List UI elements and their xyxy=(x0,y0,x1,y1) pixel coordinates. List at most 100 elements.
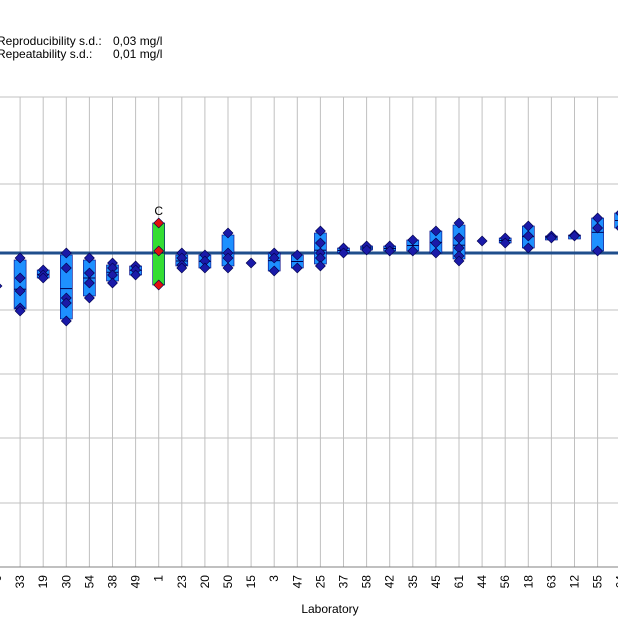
repeatability-label: Repeatability s.d.: xyxy=(0,47,93,61)
x-tick-label: 38 xyxy=(106,575,120,589)
data-point xyxy=(430,247,442,259)
grid xyxy=(0,96,618,568)
lab-group-63 xyxy=(545,230,558,244)
lab-group-3 xyxy=(267,247,281,277)
data-point xyxy=(60,262,72,274)
data-point xyxy=(153,279,165,291)
x-tick-label: 56 xyxy=(498,575,512,589)
data-point xyxy=(384,245,396,257)
lab-group-54 xyxy=(83,252,96,304)
data-point xyxy=(14,305,26,317)
x-tick-label: 1 xyxy=(152,575,166,582)
lab-group-1: C xyxy=(152,204,165,291)
x-tick-label: 54 xyxy=(82,575,96,589)
lab-group-45 xyxy=(429,225,443,259)
data-point xyxy=(222,262,234,274)
data-point xyxy=(338,247,349,259)
data-point xyxy=(407,245,419,257)
data-point xyxy=(37,272,49,284)
data-point xyxy=(361,244,373,256)
data-point xyxy=(522,230,534,242)
x-tick-label: 3 xyxy=(267,575,281,582)
data-point xyxy=(107,277,118,289)
data-point xyxy=(615,210,618,216)
lab-group-50 xyxy=(221,227,235,274)
lab-group-18 xyxy=(521,220,535,254)
data-point xyxy=(0,283,3,289)
repeatability-value: 0,01 mg/l xyxy=(113,47,163,61)
data-point xyxy=(176,262,188,274)
x-tick-label: 18 xyxy=(521,575,535,589)
x-tick-label: 61 xyxy=(452,575,466,589)
x-tick-label: 20 xyxy=(198,575,212,589)
x-tick-label: 33 xyxy=(13,575,27,589)
x-tick-label: 64 xyxy=(614,575,618,589)
lab-group-49 xyxy=(129,260,142,281)
reproducibility-label: Reproducibility s.d.: xyxy=(0,34,102,48)
data-point xyxy=(14,285,26,297)
data-point xyxy=(615,225,618,231)
data-point xyxy=(499,237,511,249)
lab-group-23 xyxy=(175,247,189,274)
reproducibility-value: 0,03 mg/l xyxy=(113,34,163,48)
x-tick-label: 45 xyxy=(429,575,443,589)
data-point xyxy=(14,272,26,284)
data-point xyxy=(569,230,580,242)
lab-group-47 xyxy=(290,249,304,274)
lab-group-37 xyxy=(337,242,350,259)
lab-group-38 xyxy=(106,257,119,289)
data-point xyxy=(268,265,280,277)
data-point xyxy=(268,252,280,264)
x-tick-label: 55 xyxy=(591,575,605,589)
data-point xyxy=(83,252,95,264)
data-point xyxy=(130,269,142,281)
lab-box xyxy=(13,259,27,310)
lab-group-44 xyxy=(476,235,488,247)
repeatability-row: Repeatability s.d.: 0,01 mg/l xyxy=(0,48,162,61)
x-tick-label: 49 xyxy=(129,575,143,589)
data-point xyxy=(291,249,303,261)
lab-group-12 xyxy=(568,229,581,242)
x-tick-label: 50 xyxy=(221,575,235,589)
lab-group-42 xyxy=(383,240,397,257)
x-tick-label: 6 xyxy=(0,575,4,582)
x-tick-label: 19 xyxy=(36,575,50,589)
data-point xyxy=(453,217,465,229)
data-point xyxy=(522,242,534,254)
data-point xyxy=(314,260,326,272)
data-point xyxy=(83,277,95,289)
lab-group-64 xyxy=(614,210,618,231)
data-point xyxy=(291,262,303,274)
data-point xyxy=(60,247,72,259)
x-tick-label: 63 xyxy=(544,575,558,589)
x-tick-label: 15 xyxy=(244,575,258,589)
x-tick-label: 42 xyxy=(383,575,397,589)
outlier-flag: C xyxy=(154,204,163,218)
reproducibility-row: Reproducibility s.d.: 0,03 mg/l xyxy=(0,35,162,48)
data-point xyxy=(245,257,257,269)
x-tick-label: 58 xyxy=(360,575,374,589)
data-point xyxy=(314,225,326,237)
data-point xyxy=(153,245,165,257)
x-tick-labels: 6 33 19 30 54 38 49 1 23 20 50 15 3 47 25 37 58 42 35 45 61 4… xyxy=(0,575,618,589)
x-tick-label: 35 xyxy=(406,575,420,589)
x-tick-label: 44 xyxy=(475,575,489,589)
data-layer: C xyxy=(0,204,618,327)
lab-group-58 xyxy=(360,240,373,256)
x-tick-label: 25 xyxy=(313,575,327,589)
lab-group-61 xyxy=(452,217,466,267)
data-point xyxy=(407,234,419,246)
lab-group-15 xyxy=(245,257,257,269)
lab-group-20 xyxy=(198,249,212,274)
lab-group-33 xyxy=(13,252,27,317)
data-point xyxy=(430,225,442,237)
x-tick-label: 37 xyxy=(337,575,351,589)
data-point xyxy=(153,217,165,229)
data-point xyxy=(199,262,211,274)
lab-group-55 xyxy=(591,212,604,257)
lab-group-56 xyxy=(498,232,512,249)
data-point xyxy=(83,292,95,304)
x-tick-label: 23 xyxy=(175,575,189,589)
statistics-panel: Reproducibility s.d.: 0,03 mg/l Repeatabi… xyxy=(0,0,618,90)
